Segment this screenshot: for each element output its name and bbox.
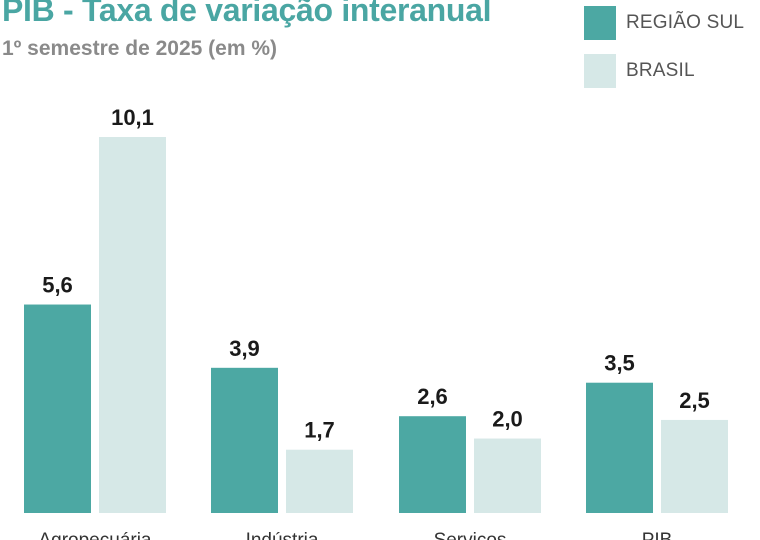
legend-item-brasil: BRASIL (584, 54, 695, 88)
value-label-brasil-4: 2,5 (679, 388, 710, 413)
chart-title: PIB - Taxa de variação interanual (2, 0, 492, 28)
bar-brasil-3 (474, 438, 541, 513)
bar-regiao-sul-4 (586, 382, 653, 513)
bar-brasil-4 (661, 419, 728, 513)
legend-label-regiao-sul: REGIÃO SUL (626, 12, 745, 33)
bar-brasil-2 (286, 449, 353, 513)
value-label-brasil-3: 2,0 (492, 407, 523, 432)
value-label-brasil-1: 10,1 (111, 105, 154, 130)
legend-label-brasil: BRASIL (626, 60, 695, 81)
value-label-brasil-2: 1,7 (304, 418, 335, 443)
bar-regiao-sul-2 (211, 367, 278, 513)
category-label-3: Serviços (434, 530, 507, 540)
category-label-2: Indústria (246, 530, 319, 540)
value-label-regiao-sul-1: 5,6 (42, 273, 73, 298)
legend-swatch-regiao-sul (584, 6, 616, 40)
chart-subtitle: 1º semestre de 2025 (em %) (2, 37, 277, 60)
category-label-4: PIB (642, 530, 673, 540)
category-label-1: Agropecuária (38, 530, 151, 540)
legend-swatch-brasil (584, 54, 616, 88)
bar-brasil-1 (99, 137, 166, 513)
value-label-regiao-sul-4: 3,5 (604, 351, 635, 376)
value-label-regiao-sul-2: 3,9 (229, 336, 260, 361)
bar-regiao-sul-1 (24, 304, 91, 513)
value-label-regiao-sul-3: 2,6 (417, 384, 448, 409)
bar-regiao-sul-3 (399, 416, 466, 513)
legend-item-regiao-sul: REGIÃO SUL (584, 6, 744, 40)
